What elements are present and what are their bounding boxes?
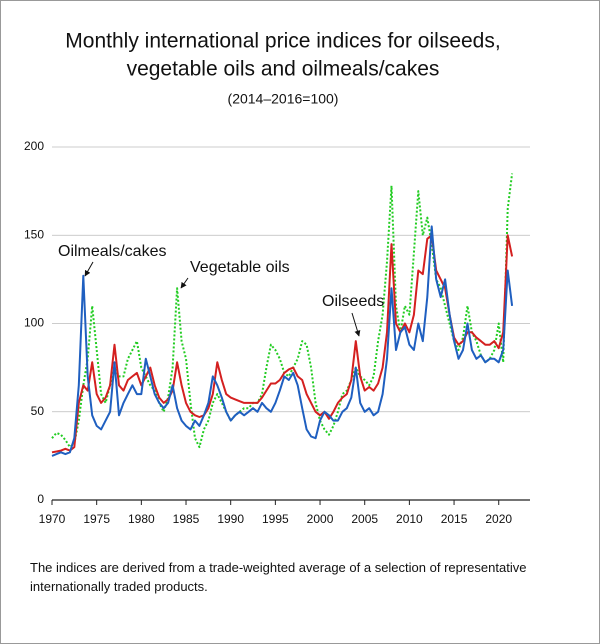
series-label: Oilmeals/cakes — [58, 243, 166, 260]
series-line — [51, 225, 514, 457]
y-tick-label: 50 — [31, 404, 45, 418]
x-tick-label: 1990 — [217, 512, 244, 526]
series-label: Oilseeds — [322, 293, 384, 310]
x-tick-label: 1980 — [128, 512, 155, 526]
x-tick-label: 2010 — [396, 512, 423, 526]
y-tick-label: 150 — [24, 227, 44, 241]
chart-subtitle: (2014–2016=100) — [228, 91, 339, 107]
x-tick-label: 2015 — [441, 512, 468, 526]
x-tick-label: 1975 — [83, 512, 110, 526]
annotation-arrow — [351, 312, 361, 337]
y-tick-label: 0 — [37, 492, 44, 506]
annotation-arrow — [180, 277, 189, 289]
x-tick-label: 2000 — [307, 512, 334, 526]
footnote: The indices are derived from a trade-wei… — [30, 560, 527, 594]
x-tick-label: 1995 — [262, 512, 289, 526]
x-tick-label: 2020 — [485, 512, 512, 526]
chart-title: vegetable oils and oilmeals/cakes — [127, 58, 440, 81]
x-tick-label: 2005 — [351, 512, 378, 526]
series-line — [51, 173, 514, 449]
y-tick-label: 200 — [24, 139, 44, 153]
y-tick-label: 100 — [24, 316, 44, 330]
x-tick-label: 1985 — [173, 512, 200, 526]
series-label: Vegetable oils — [190, 259, 290, 276]
chart-title: Monthly international price indices for … — [65, 30, 500, 53]
annotation-arrow — [84, 261, 94, 277]
x-tick-label: 1970 — [39, 512, 66, 526]
